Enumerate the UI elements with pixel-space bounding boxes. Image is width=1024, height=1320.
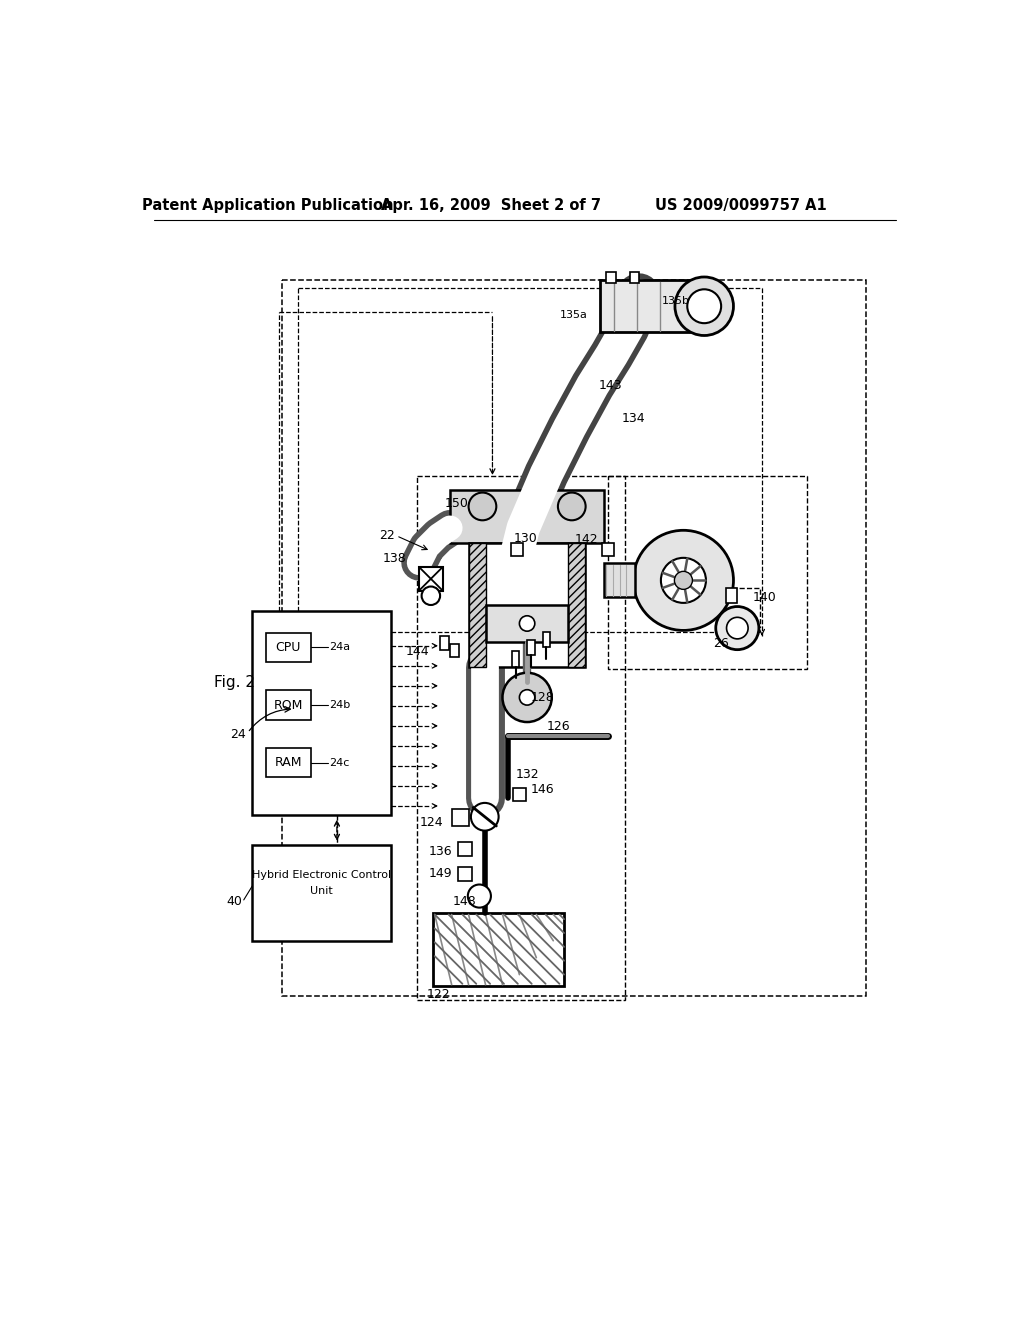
Bar [417, 477, 625, 1001]
Text: 124: 124 [420, 816, 443, 829]
Circle shape [675, 277, 733, 335]
Circle shape [519, 615, 535, 631]
Bar [469, 544, 585, 667]
Bar [568, 544, 585, 667]
Text: 132: 132 [515, 768, 540, 781]
Text: Unit: Unit [310, 887, 333, 896]
FancyArrowPatch shape [398, 537, 427, 549]
Text: Patent Application Publication: Patent Application Publication [142, 198, 393, 213]
Bar [606, 272, 615, 284]
Text: 136: 136 [429, 845, 453, 858]
Bar [527, 640, 535, 655]
Circle shape [469, 492, 497, 520]
Text: 138: 138 [383, 552, 407, 565]
Bar [252, 845, 391, 941]
Text: US 2009/0099757 A1: US 2009/0099757 A1 [654, 198, 826, 213]
Text: 135b: 135b [662, 296, 690, 306]
Bar [726, 589, 737, 603]
Circle shape [519, 689, 535, 705]
Circle shape [727, 618, 749, 639]
Text: RAM: RAM [274, 756, 302, 770]
Bar [453, 809, 469, 826]
Bar [717, 589, 760, 627]
Bar [451, 490, 604, 544]
Circle shape [675, 572, 692, 589]
Bar [543, 632, 550, 647]
Text: 126: 126 [547, 721, 570, 733]
Bar [458, 867, 472, 880]
Circle shape [716, 607, 759, 649]
Bar [513, 788, 525, 800]
Text: 24b: 24b [330, 700, 350, 710]
FancyArrowPatch shape [249, 706, 291, 731]
Bar [512, 651, 519, 667]
Text: 135a: 135a [560, 310, 588, 319]
Text: 40: 40 [226, 895, 243, 908]
Circle shape [660, 558, 706, 603]
Text: Fig. 2: Fig. 2 [214, 675, 255, 689]
Bar [252, 611, 391, 816]
Text: 122: 122 [427, 989, 451, 1001]
Text: 130: 130 [514, 532, 538, 545]
Circle shape [471, 803, 499, 830]
Bar [469, 544, 486, 667]
Bar [283, 280, 866, 997]
Text: 143: 143 [599, 379, 623, 392]
Bar [486, 605, 568, 642]
Text: 142: 142 [575, 533, 599, 546]
Circle shape [468, 884, 490, 908]
Bar [600, 280, 689, 333]
Text: 140: 140 [753, 591, 776, 603]
Circle shape [558, 492, 586, 520]
Bar [630, 272, 639, 284]
Text: 24a: 24a [330, 643, 350, 652]
Bar [440, 636, 450, 649]
Text: Apr. 16, 2009  Sheet 2 of 7: Apr. 16, 2009 Sheet 2 of 7 [381, 198, 601, 213]
Bar [458, 842, 472, 855]
Bar [602, 544, 614, 556]
Text: 26: 26 [713, 638, 728, 649]
Bar [451, 644, 460, 657]
Bar [266, 632, 310, 663]
Text: 134: 134 [622, 412, 645, 425]
Circle shape [634, 531, 733, 631]
Text: 146: 146 [531, 783, 555, 796]
Text: 24: 24 [230, 727, 246, 741]
Circle shape [503, 673, 552, 722]
Text: 148: 148 [453, 895, 476, 908]
Text: ROM: ROM [273, 698, 303, 711]
Bar [451, 490, 604, 544]
Text: 128: 128 [531, 690, 555, 704]
Bar [419, 566, 443, 591]
Circle shape [687, 289, 721, 323]
Circle shape [422, 586, 440, 605]
Bar [608, 477, 807, 669]
Bar [266, 748, 310, 777]
Text: 149: 149 [429, 867, 453, 880]
Text: 22: 22 [379, 529, 394, 543]
Text: 144: 144 [406, 644, 429, 657]
Bar [266, 690, 310, 719]
Text: 24c: 24c [330, 758, 349, 768]
Bar [604, 564, 635, 597]
Text: 150: 150 [444, 496, 469, 510]
Text: Hybrid Electronic Control: Hybrid Electronic Control [252, 870, 391, 879]
Bar [433, 913, 564, 986]
Text: CPU: CPU [275, 640, 301, 653]
Bar [511, 544, 523, 556]
